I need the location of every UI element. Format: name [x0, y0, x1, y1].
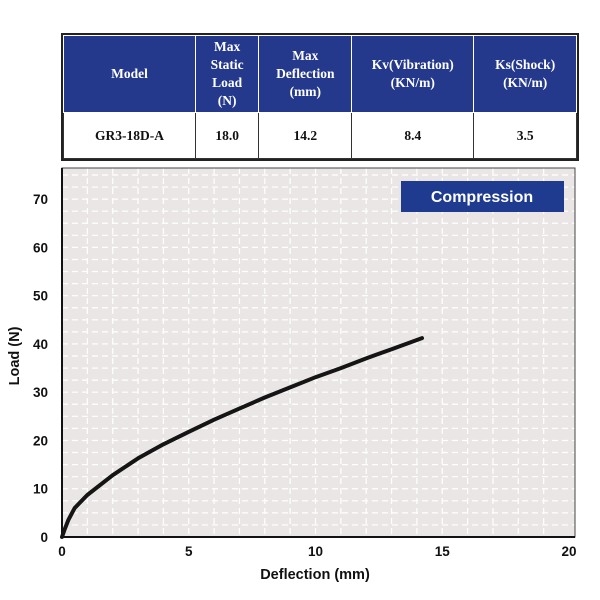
y-tick-label: 10: [33, 482, 48, 497]
header-kv-vibration: Kv(Vibration) (KN/m): [351, 35, 475, 113]
tick-labels: 0 5 10 15 20 0 10 20 30 40 50 60 70: [33, 192, 577, 559]
header-max-deflection: Max Deflection (mm): [258, 35, 353, 113]
y-tick-label: 0: [40, 530, 48, 545]
legend-label: Compression: [431, 189, 533, 206]
header-text: Max: [214, 39, 241, 54]
y-tick-label: 70: [33, 192, 48, 207]
legend: Compression: [401, 181, 564, 212]
legend-box: [401, 181, 564, 212]
x-tick-label: 15: [435, 544, 451, 559]
spec-header-row: Model Max Static Load (N) Max Deflection…: [63, 35, 577, 113]
header-text: (KN/m): [390, 75, 435, 90]
y-tick-label: 50: [33, 289, 48, 304]
cell-max-deflection: 14.2: [258, 112, 353, 159]
header-text: Static: [210, 57, 244, 72]
header-text: (mm): [289, 84, 322, 99]
x-axis-label: Deflection (mm): [260, 567, 370, 583]
header-text: (KN/m): [503, 75, 548, 90]
x-tick-label: 20: [561, 544, 576, 559]
cell-max-static-load: 18.0: [194, 112, 260, 159]
header-max-static-load: Max Static Load (N): [194, 35, 260, 113]
y-tick-label: 40: [33, 337, 48, 352]
x-tick-label: 0: [58, 544, 66, 559]
header-text: Deflection: [276, 66, 335, 81]
y-axis-label: Load (N): [7, 326, 23, 385]
header-text: Kv(Vibration): [371, 57, 454, 72]
y-tick-label: 30: [33, 385, 48, 400]
header-text: Load: [212, 75, 243, 90]
grid: [62, 168, 575, 537]
y-tick-label: 60: [33, 240, 48, 255]
header-text: (N): [217, 93, 237, 108]
cell-ks: 3.5: [473, 112, 577, 159]
x-tick-label: 10: [308, 544, 323, 559]
header-model: Model: [63, 35, 196, 113]
header-text: Max: [292, 48, 319, 63]
header-text: Ks(Shock): [495, 57, 556, 72]
spec-data-row: GR3-18D-A 18.0 14.2 8.4 3.5: [63, 112, 577, 159]
plot-area: [62, 168, 575, 537]
axes: [61, 167, 576, 538]
x-tick-label: 5: [185, 544, 193, 559]
header-ks-shock: Ks(Shock) (KN/m): [473, 35, 577, 113]
header-model-text: Model: [111, 66, 148, 81]
y-tick-label: 20: [33, 433, 48, 448]
cell-kv: 8.4: [351, 112, 475, 159]
spec-table: Model Max Static Load (N) Max Deflection…: [61, 33, 579, 161]
compression-curve: [60, 336, 424, 539]
